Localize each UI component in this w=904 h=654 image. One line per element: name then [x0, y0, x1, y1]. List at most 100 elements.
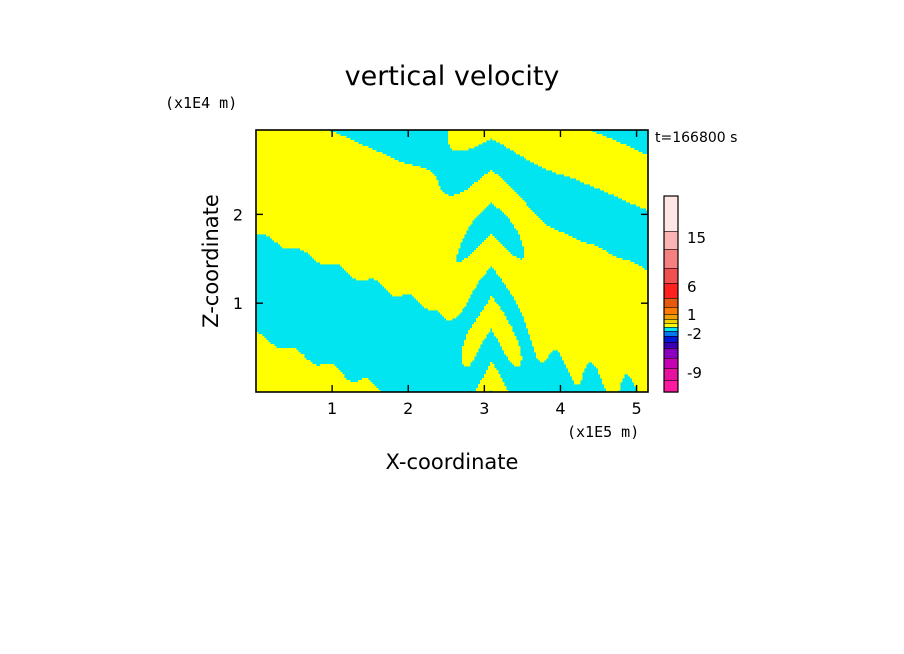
- positive-velocity-region: [474, 322, 509, 325]
- colorbar-swatch: [663, 367, 679, 381]
- positive-velocity-region: [256, 332, 259, 335]
- positive-velocity-region: [512, 294, 648, 297]
- positive-velocity-region: [522, 314, 648, 317]
- positive-velocity-region: [256, 130, 331, 133]
- positive-velocity-region: [256, 222, 473, 225]
- positive-velocity-region: [256, 196, 521, 199]
- positive-velocity-region: [256, 212, 481, 215]
- positive-velocity-region: [524, 250, 607, 253]
- positive-velocity-region: [604, 190, 648, 193]
- positive-velocity-region: [598, 372, 648, 375]
- positive-velocity-region: [602, 378, 623, 381]
- positive-velocity-region: [494, 268, 645, 271]
- positive-velocity-region: [476, 248, 507, 251]
- positive-velocity-region: [520, 308, 648, 311]
- x-tick-label: 1: [327, 399, 337, 418]
- positive-velocity-region: [500, 342, 519, 345]
- positive-velocity-region: [536, 356, 549, 359]
- positive-velocity-region: [390, 292, 473, 295]
- positive-velocity-region: [492, 330, 513, 333]
- positive-velocity-region: [420, 302, 467, 305]
- positive-velocity-region: [256, 360, 311, 363]
- positive-velocity-region: [492, 202, 527, 205]
- positive-velocity-region: [514, 226, 551, 229]
- positive-velocity-region: [496, 270, 648, 273]
- positive-velocity-region: [636, 390, 648, 392]
- positive-velocity-region: [422, 304, 467, 307]
- positive-velocity-region: [592, 362, 648, 365]
- positive-velocity-region: [386, 288, 475, 291]
- positive-velocity-region: [440, 312, 461, 315]
- positive-velocity-region: [448, 132, 597, 135]
- positive-velocity-region: [382, 284, 477, 287]
- positive-velocity-region: [534, 348, 648, 351]
- positive-velocity-region: [514, 298, 648, 301]
- positive-velocity-region: [316, 260, 457, 263]
- positive-velocity-region: [256, 138, 351, 141]
- positive-velocity-region: [504, 144, 627, 147]
- positive-velocity-region: [462, 358, 475, 361]
- positive-velocity-region: [514, 296, 648, 299]
- positive-velocity-region: [468, 256, 517, 259]
- positive-velocity-region: [256, 162, 405, 165]
- time-label: t=166800 s: [655, 130, 737, 146]
- positive-velocity-region: [568, 368, 585, 371]
- positive-velocity-region: [614, 194, 648, 197]
- positive-velocity-region: [358, 380, 371, 383]
- positive-velocity-region: [256, 172, 433, 175]
- positive-velocity-region: [630, 376, 648, 379]
- positive-velocity-region: [576, 178, 648, 181]
- positive-velocity-region: [526, 326, 648, 329]
- positive-velocity-region: [478, 180, 505, 183]
- positive-velocity-region: [534, 350, 553, 353]
- positive-velocity-region: [256, 134, 341, 137]
- positive-velocity-region: [308, 252, 459, 255]
- positive-velocity-region: [522, 312, 648, 315]
- positive-velocity-region: [478, 386, 507, 389]
- positive-velocity-region: [520, 238, 577, 241]
- positive-velocity-region: [532, 342, 648, 345]
- positive-velocity-region: [508, 216, 539, 219]
- positive-velocity-region: [474, 182, 507, 185]
- positive-velocity-region: [574, 380, 581, 383]
- positive-velocity-region: [446, 318, 453, 321]
- positive-velocity-region: [536, 354, 549, 357]
- positive-velocity-region: [600, 188, 648, 191]
- positive-velocity-region: [274, 240, 463, 243]
- positive-velocity-region: [534, 346, 648, 349]
- y-axis-label: Z-coordinate: [199, 194, 223, 328]
- positive-velocity-region: [584, 182, 648, 185]
- positive-velocity-region: [256, 208, 485, 211]
- positive-velocity-region: [282, 246, 461, 249]
- positive-velocity-region: [256, 142, 359, 145]
- colorbar-swatch: [663, 313, 679, 320]
- colorbar-label: 1: [687, 306, 697, 324]
- positive-velocity-region: [472, 324, 511, 327]
- positive-velocity-region: [256, 374, 345, 377]
- positive-velocity-region: [600, 374, 625, 377]
- positive-velocity-region: [502, 210, 533, 213]
- positive-velocity-region: [514, 150, 639, 153]
- positive-velocity-region: [532, 344, 648, 347]
- positive-velocity-region: [486, 238, 497, 241]
- positive-velocity-region: [484, 306, 501, 309]
- positive-velocity-region: [506, 214, 537, 217]
- positive-velocity-region: [490, 364, 495, 367]
- positive-velocity-region: [256, 388, 379, 391]
- positive-velocity-region: [256, 338, 267, 341]
- positive-velocity-region: [474, 250, 509, 253]
- colorbar-swatch: [663, 282, 679, 299]
- positive-velocity-region: [636, 204, 648, 207]
- positive-velocity-region: [256, 336, 265, 339]
- colorbar-swatch: [663, 335, 679, 343]
- positive-velocity-region: [340, 264, 639, 267]
- positive-velocity-region: [490, 296, 493, 299]
- positive-velocity-region: [630, 202, 648, 205]
- colorbar-swatch: [663, 306, 679, 315]
- colorbar-label: 6: [687, 278, 697, 296]
- positive-velocity-region: [464, 342, 483, 345]
- positive-velocity-region: [508, 358, 523, 361]
- positive-velocity-region: [256, 350, 299, 353]
- positive-velocity-region: [604, 384, 621, 387]
- positive-velocity-region: [574, 382, 581, 385]
